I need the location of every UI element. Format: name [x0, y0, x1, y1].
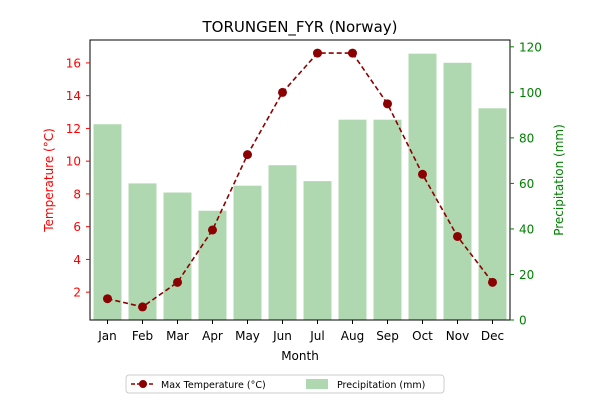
y-left-tick-label: 4	[73, 253, 81, 267]
temperature-point	[418, 169, 427, 179]
y-right-tick-label: 0	[519, 314, 527, 328]
y-right-tick-label: 60	[519, 177, 534, 191]
temperature-point	[348, 48, 357, 58]
precipitation-bar	[128, 183, 157, 320]
x-tick-label: Jan	[97, 329, 117, 343]
y-left-tick-label: 8	[73, 187, 81, 201]
x-axis-label: Month	[281, 349, 319, 363]
y-left-tick-label: 10	[66, 155, 81, 169]
legend-box	[125, 374, 445, 394]
x-tick-label: Jun	[272, 329, 292, 343]
temperature-point	[383, 99, 392, 109]
y-right-tick-label: 120	[519, 40, 542, 54]
temperature-line-series	[103, 48, 497, 312]
x-tick-label: Dec	[481, 329, 504, 343]
legend-label-temperature: Max Temperature (°C)	[161, 380, 266, 391]
legend: Max Temperature (°C) Precipitation (mm)	[125, 374, 445, 394]
y-left-tick-label: 16	[66, 56, 81, 70]
precipitation-bar	[268, 165, 297, 320]
y-left-tick-label: 2	[73, 286, 81, 300]
x-tick-label: Sep	[376, 329, 399, 343]
x-tick-label: Aug	[341, 329, 364, 343]
y-left-tick-label: 12	[66, 122, 81, 136]
legend-label-precipitation: Precipitation (mm)	[337, 380, 425, 391]
precipitation-bar	[163, 192, 192, 320]
precipitation-bars	[93, 53, 507, 321]
y-axis-left-label: Temperature (°C)	[42, 128, 56, 233]
y-left-tick-label: 6	[73, 220, 81, 234]
x-tick-label: Oct	[412, 329, 433, 343]
precipitation-bar	[408, 53, 437, 320]
temperature-point	[173, 277, 182, 287]
temperature-point	[138, 302, 147, 312]
axes: Jan Feb Mar Apr May Jun Jul Aug Sep Oct Nov Dec 2 4 6 8…	[66, 40, 542, 343]
y-right-tick-label: 20	[519, 268, 534, 282]
temperature-point	[243, 150, 252, 160]
y-right-tick-label: 40	[519, 222, 534, 236]
x-tick-label: Apr	[202, 329, 223, 343]
temperature-point	[208, 225, 217, 235]
legend-bar-swatch	[306, 379, 328, 389]
x-tick-label: Nov	[446, 329, 469, 343]
precipitation-bar	[93, 124, 122, 320]
y-right-tick-label: 100	[519, 86, 542, 100]
chart-title: TORUNGEN_FYR (Norway)	[202, 18, 398, 37]
y-left-tick-label: 14	[66, 89, 81, 103]
temperature-point	[453, 231, 462, 241]
y-right-tick-label: 80	[519, 131, 534, 145]
x-tick-label: Feb	[132, 329, 153, 343]
temperature-point	[313, 48, 322, 58]
x-tick-label: Mar	[166, 329, 189, 343]
precipitation-bar	[338, 119, 367, 320]
precipitation-bar	[478, 108, 507, 320]
x-tick-label: Jul	[309, 329, 324, 343]
x-tick-label: May	[235, 329, 260, 343]
y-axis-right-label: Precipitation (mm)	[552, 124, 566, 236]
temperature-line	[107, 52, 494, 308]
precipitation-bar	[373, 119, 402, 320]
legend-dot-marker	[139, 380, 147, 388]
temperature-point	[488, 277, 497, 287]
precipitation-bar	[303, 181, 332, 320]
temperature-point	[103, 294, 112, 304]
temperature-point	[278, 87, 287, 97]
plot-frame	[89, 39, 511, 321]
precipitation-bar	[233, 185, 262, 320]
precipitation-bar	[443, 62, 472, 321]
